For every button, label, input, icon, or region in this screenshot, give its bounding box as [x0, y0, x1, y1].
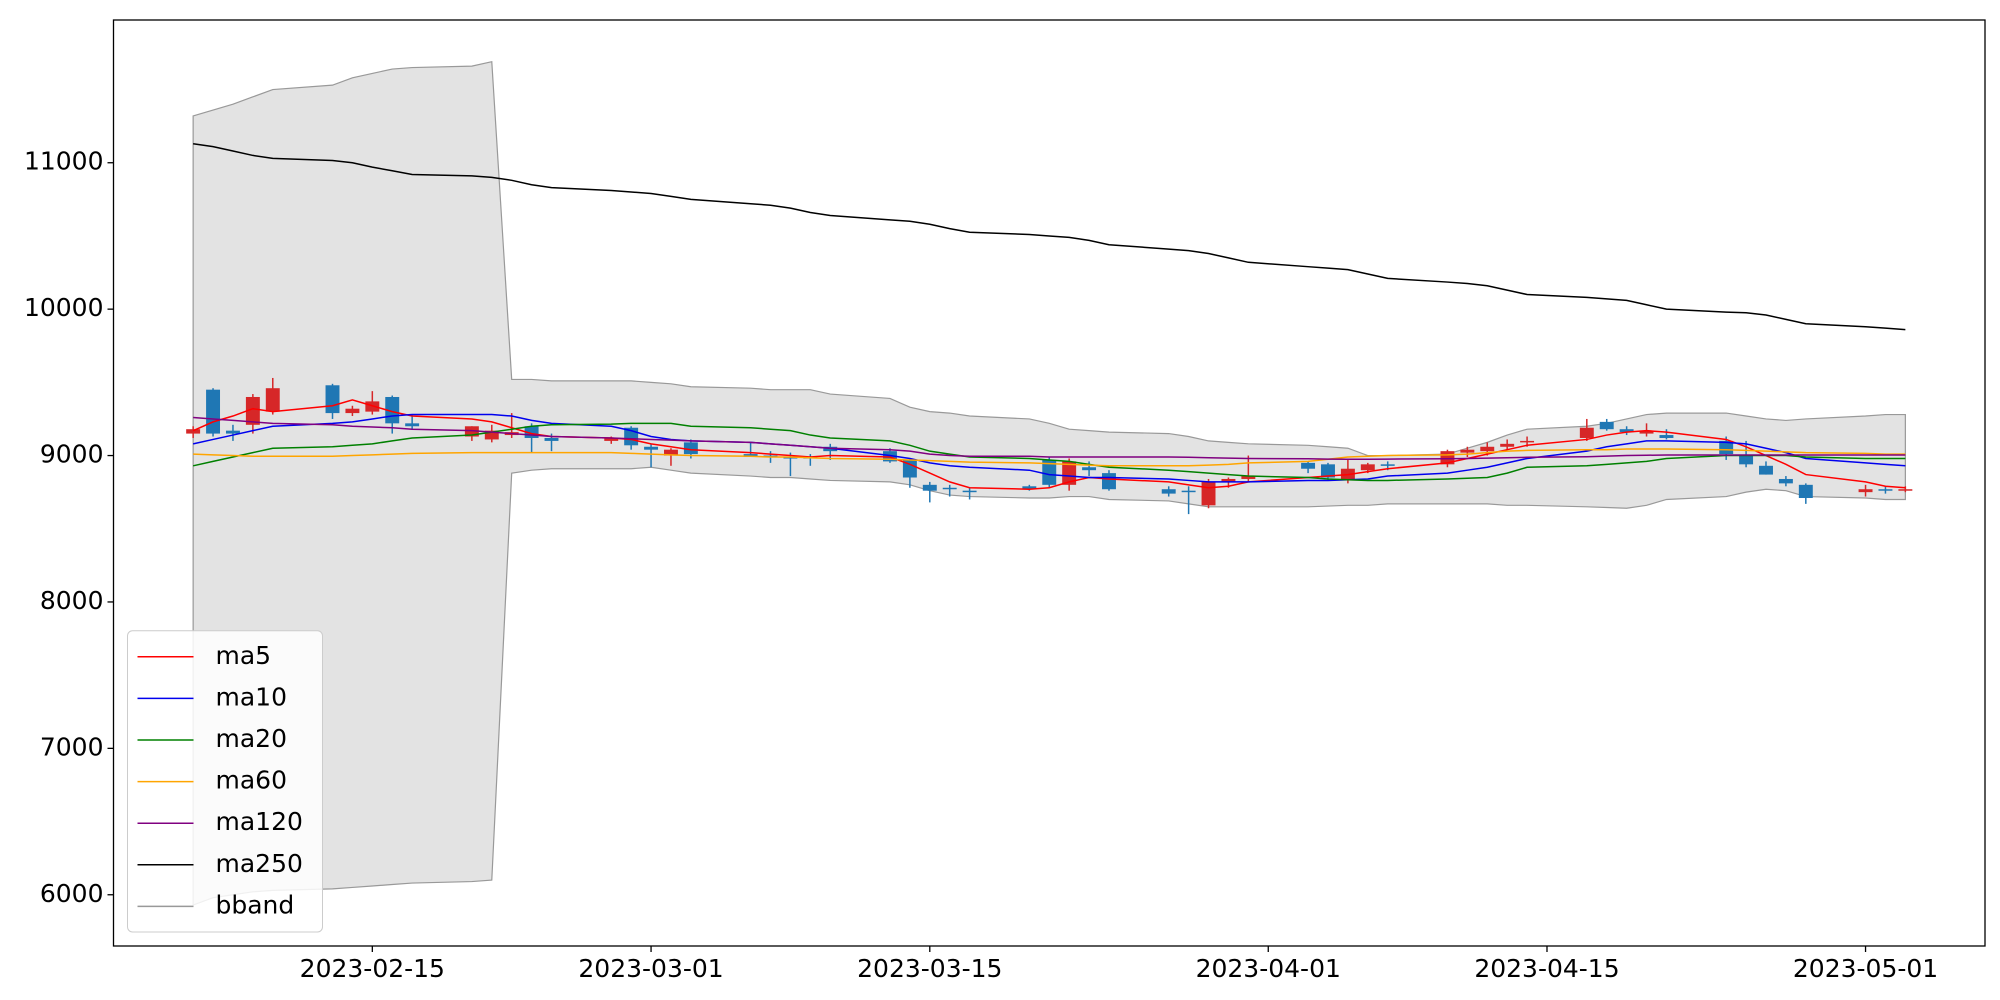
y-tick-label: 7000	[40, 732, 104, 761]
candle-body	[1480, 446, 1495, 452]
candle-body	[1739, 455, 1754, 465]
candle-body	[1898, 489, 1913, 491]
x-tick-label: 2023-04-15	[1474, 954, 1619, 983]
candle-body	[1042, 459, 1057, 485]
x-tick-label: 2023-03-01	[578, 954, 723, 983]
candle-body	[265, 388, 280, 412]
candle-body	[1579, 427, 1594, 438]
candle-body	[1520, 440, 1535, 443]
candle-body	[1500, 443, 1515, 447]
candle-body	[604, 437, 619, 441]
ma-line	[193, 416, 1906, 460]
candle-body	[902, 459, 917, 478]
candle-body	[1858, 489, 1873, 493]
candle-body	[245, 396, 260, 425]
ma-line	[192, 422, 1906, 482]
candle-body	[1380, 464, 1395, 466]
candle-body	[1659, 435, 1674, 438]
candle-body	[644, 446, 659, 450]
candle-body	[663, 449, 678, 456]
y-tick-label: 9000	[40, 440, 104, 469]
candle-body	[942, 487, 957, 490]
candle-body	[1460, 449, 1475, 453]
legend-box	[127, 630, 323, 933]
candle-body	[524, 426, 539, 438]
candle-body	[1022, 486, 1037, 490]
x-tick-label: 2023-05-01	[1793, 954, 1938, 983]
candle-body	[345, 408, 360, 414]
candle-body	[544, 437, 559, 441]
ma-line	[192, 399, 1906, 490]
legend-label: ma20	[216, 724, 287, 753]
candle-body	[1082, 467, 1097, 471]
candle-body	[1321, 464, 1335, 478]
candle-body	[1599, 421, 1614, 430]
candle-body	[1062, 461, 1077, 485]
candle-body	[405, 423, 420, 427]
candle-body	[922, 484, 937, 491]
plot-frame	[112, 19, 1986, 947]
ma-line	[192, 413, 1906, 483]
legend-label: bband	[216, 890, 295, 919]
legend: ma5 ma10 ma20 ma60 ma120 ma250 bband	[127, 630, 323, 933]
candle-body	[1759, 465, 1773, 475]
x-tick-label: 2023-04-01	[1196, 954, 1341, 983]
candle-body	[206, 389, 221, 434]
y-tick-label: 10000	[24, 293, 104, 322]
legend-label: ma10	[216, 682, 287, 711]
candle-body	[1201, 481, 1216, 506]
candle-body	[962, 490, 977, 493]
legend-label: ma250	[216, 849, 303, 878]
candle-body	[1798, 484, 1813, 499]
candle-body	[484, 430, 499, 440]
ma-line	[193, 448, 1906, 467]
candle-body	[1719, 440, 1734, 455]
candle-body	[1102, 473, 1116, 490]
candle-body	[1639, 430, 1654, 434]
candle-body	[1221, 478, 1236, 482]
candle-body	[186, 429, 201, 434]
y-tick-label: 8000	[40, 586, 104, 615]
ma-line	[193, 142, 1906, 331]
candle-body	[1301, 462, 1316, 469]
legend-label: ma120	[216, 807, 303, 836]
y-tick-label: 6000	[40, 879, 104, 908]
candle-body	[1878, 489, 1893, 491]
candle-body	[1360, 464, 1375, 471]
candle-body	[1181, 490, 1196, 493]
candle-body	[325, 385, 340, 414]
x-tick-label: 2023-02-15	[300, 954, 445, 983]
x-tick-label: 2023-03-15	[857, 954, 1002, 983]
candle-body	[1241, 476, 1256, 479]
candle-body	[683, 442, 698, 455]
candle-body	[225, 430, 240, 434]
candle-body	[1161, 489, 1176, 494]
legend-label: ma5	[216, 641, 272, 670]
y-tick-label: 11000	[24, 147, 104, 176]
candle-body	[1619, 429, 1634, 433]
legend-label: ma60	[216, 766, 287, 795]
candle-body	[1778, 478, 1793, 484]
